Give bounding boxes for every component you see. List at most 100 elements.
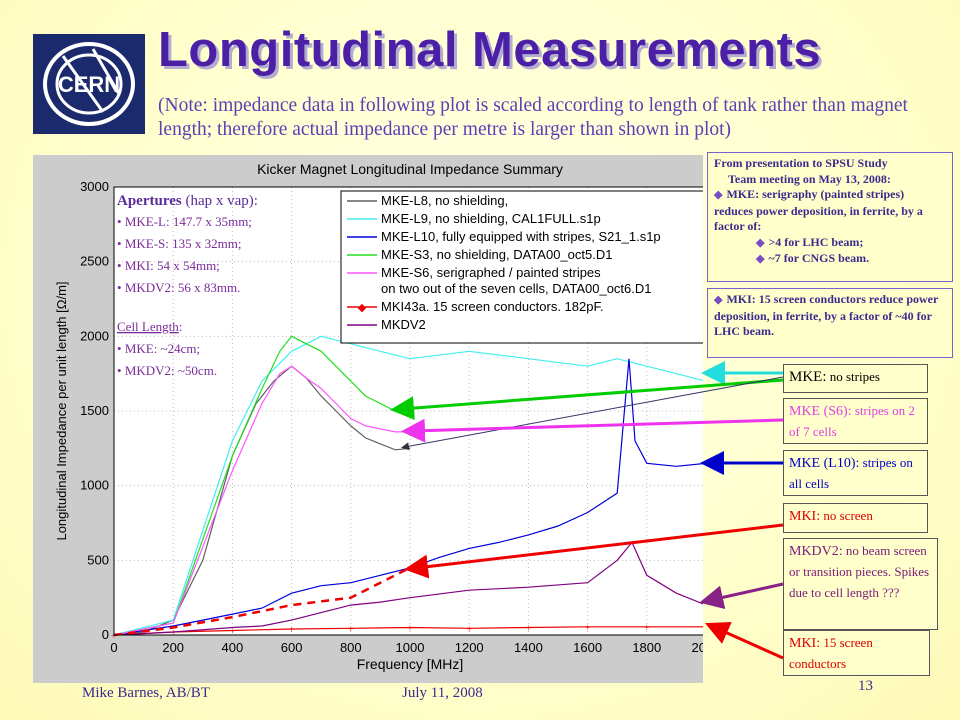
y-tick-label: 3000 bbox=[80, 179, 109, 194]
arrow-purple bbox=[699, 582, 784, 610]
cern-logo: CERN bbox=[33, 34, 145, 134]
y-tick-label: 1000 bbox=[80, 478, 109, 493]
x-tick-label: 1000 bbox=[396, 640, 425, 655]
x-tick-label: 1400 bbox=[514, 640, 543, 655]
legend-label: on two out of the seven cells, DATA00_oc… bbox=[381, 281, 652, 296]
y-tick-label: 2000 bbox=[80, 328, 109, 343]
footer-date: July 11, 2008 bbox=[402, 685, 483, 701]
label-mki-screen: MKI: 15 screen conductors bbox=[783, 630, 930, 676]
series-marker: + bbox=[111, 631, 117, 642]
apertures-heading-line: Apertures (hap x vap): bbox=[117, 193, 258, 209]
impedance-chart: +++++++++++ 0200400600800100012001400160… bbox=[33, 155, 703, 683]
diamond-bullet-icon: ◆ bbox=[756, 236, 765, 249]
y-tick-label: 500 bbox=[87, 552, 109, 567]
page-number: 13 bbox=[858, 678, 873, 694]
apertures-note: Apertures (hap x vap): • MKE-L: 147.7 x … bbox=[117, 193, 258, 378]
info-top-sub-1: ◆ >4 for LHC beam; bbox=[714, 235, 946, 252]
cern-logo-ring-outer bbox=[43, 42, 135, 126]
series-marker: + bbox=[466, 624, 472, 635]
x-tick-label: 600 bbox=[281, 640, 303, 655]
info-top-sub-2: ◆ ~7 for CNGS beam. bbox=[714, 251, 946, 268]
x-tick-label: 1800 bbox=[632, 640, 661, 655]
label-rest: no beam screen or transition pieces. Spi… bbox=[789, 543, 930, 600]
apertures-heading-suffix: (hap x vap): bbox=[182, 193, 258, 209]
x-tick-label: 1600 bbox=[573, 640, 602, 655]
aperture-item: • MKDV2: 56 x 83mm. bbox=[117, 280, 240, 295]
series-marker: + bbox=[585, 623, 591, 634]
series-line-7 bbox=[113, 566, 411, 637]
x-tick-label: 0 bbox=[110, 640, 117, 655]
cell-length-item: • MKE: ~24cm; bbox=[117, 341, 200, 356]
y-tick-label: 2500 bbox=[80, 254, 109, 269]
label-main: MKE (S6): bbox=[789, 404, 852, 419]
series-marker: + bbox=[644, 623, 650, 634]
y-tick-label: 0 bbox=[102, 627, 109, 642]
label-rest: stripes on 2 of 7 cells bbox=[789, 403, 915, 439]
y-tick-label: 1500 bbox=[80, 403, 109, 418]
cern-logo-text: CERN bbox=[58, 72, 120, 97]
cern-logo-ring-inner bbox=[55, 53, 123, 115]
info-box-presentation: From presentation to SPSU Study Team mee… bbox=[707, 152, 953, 282]
legend-label: MKE-L10, fully equipped with stripes, S2… bbox=[381, 229, 661, 244]
series-line-3 bbox=[113, 335, 410, 636]
label-mke-no-stripes: MKE: no stripes bbox=[783, 364, 928, 393]
chart-xlabel: Frequency [MHz] bbox=[357, 656, 464, 672]
footer-author: Mike Barnes, AB/BT bbox=[82, 685, 210, 701]
aperture-item: • MKI: 54 x 54mm; bbox=[117, 258, 220, 273]
label-rest: no stripes bbox=[826, 369, 880, 384]
apertures-list: • MKE-L: 147.7 x 35mm; • MKE-S: 135 x 32m… bbox=[117, 214, 252, 295]
cern-logo-background bbox=[33, 34, 145, 134]
legend-label: MKE-L8, no shielding, bbox=[381, 193, 508, 208]
x-tick-label: 1200 bbox=[455, 640, 484, 655]
aperture-item: • MKE-L: 147.7 x 35mm; bbox=[117, 214, 252, 229]
x-tick-label: 2000 bbox=[692, 640, 703, 655]
cell-length-heading-line: Cell Length: bbox=[117, 319, 182, 334]
legend-label: MKE-S3, no shielding, DATA00_oct5.D1 bbox=[381, 247, 612, 262]
label-main: MKI: bbox=[789, 509, 821, 524]
legend-label: MKE-L9, no shielding, CAL1FULL.s1p bbox=[381, 211, 601, 226]
series-marker: + bbox=[289, 625, 295, 636]
series-marker: + bbox=[230, 627, 236, 638]
x-tick-label: 800 bbox=[340, 640, 362, 655]
info-top-bullet-line: ◆ MKE: serigraphy (painted stripes) reduc… bbox=[714, 187, 946, 235]
legend-box bbox=[340, 190, 703, 344]
series-marker: + bbox=[348, 624, 354, 635]
label-mki-no-screen: MKI: no screen bbox=[783, 503, 928, 533]
apertures-heading: Apertures bbox=[117, 193, 182, 209]
slide-title: Longitudinal Measurements bbox=[158, 23, 822, 77]
diamond-bullet-icon: ◆ bbox=[756, 253, 765, 265]
legend-label: MKDV2 bbox=[381, 317, 426, 332]
chart-ylabel: Longitudinal Impedance per unit length [… bbox=[54, 281, 69, 540]
arrow-red-2 bbox=[705, 621, 784, 660]
series-line-5 bbox=[113, 626, 703, 636]
label-mke-s6: MKE (S6): stripes on 2 of 7 cells bbox=[783, 398, 928, 444]
chart-ticks: 0 200 400 600 800 1000 1200 1400 1600 1800 2000 0 50… bbox=[80, 179, 703, 655]
info-mid-bullet: MKI: 15 screen conductors reduce power d… bbox=[714, 292, 939, 338]
plot-frame bbox=[113, 186, 703, 636]
label-rest: 15 screen conductors bbox=[789, 635, 873, 671]
label-main: MKE (L10): bbox=[789, 456, 860, 471]
label-rest: stripes on all cells bbox=[789, 455, 913, 491]
info-top-line2: Team meeting on May 13, 2008: bbox=[728, 171, 891, 186]
series-marker: + bbox=[170, 628, 176, 639]
legend-marker: ◆ bbox=[358, 302, 367, 314]
chart-legend: MKE-L8, no shielding, MKE-L9, no shieldin… bbox=[340, 190, 703, 344]
series-marker: + bbox=[407, 624, 413, 635]
info-top-bullet: MKE: serigraphy (painted stripes) reduce… bbox=[714, 187, 923, 233]
label-main: MKI: bbox=[789, 636, 821, 651]
cell-length-item: • MKDV2: ~50cm. bbox=[117, 363, 217, 378]
label-main: MKDV2: bbox=[789, 544, 843, 559]
legend-label: MKE-S6, serigraphed / painted stripes bbox=[381, 265, 601, 280]
aperture-item: • MKE-S: 135 x 32mm; bbox=[117, 236, 241, 251]
cell-length-list: • MKE: ~24cm; • MKDV2: ~50cm. bbox=[117, 341, 217, 378]
series-marker: + bbox=[526, 624, 532, 635]
info-top-sub-1-text: >4 for LHC beam; bbox=[768, 234, 864, 249]
label-main: MKE: bbox=[789, 369, 827, 385]
info-top-sub-2-text: ~7 for CNGS beam. bbox=[768, 251, 870, 265]
info-box-mki: ◆ MKI: 15 screen conductors reduce power … bbox=[707, 288, 953, 358]
x-tick-label: 200 bbox=[162, 640, 184, 655]
cell-length-heading-suffix: : bbox=[179, 319, 183, 334]
legend-label: MKI43a. 15 screen conductors. 182pF. bbox=[381, 299, 604, 314]
label-rest: no screen bbox=[820, 508, 873, 523]
diamond-bullet-icon: ◆ bbox=[714, 189, 723, 201]
